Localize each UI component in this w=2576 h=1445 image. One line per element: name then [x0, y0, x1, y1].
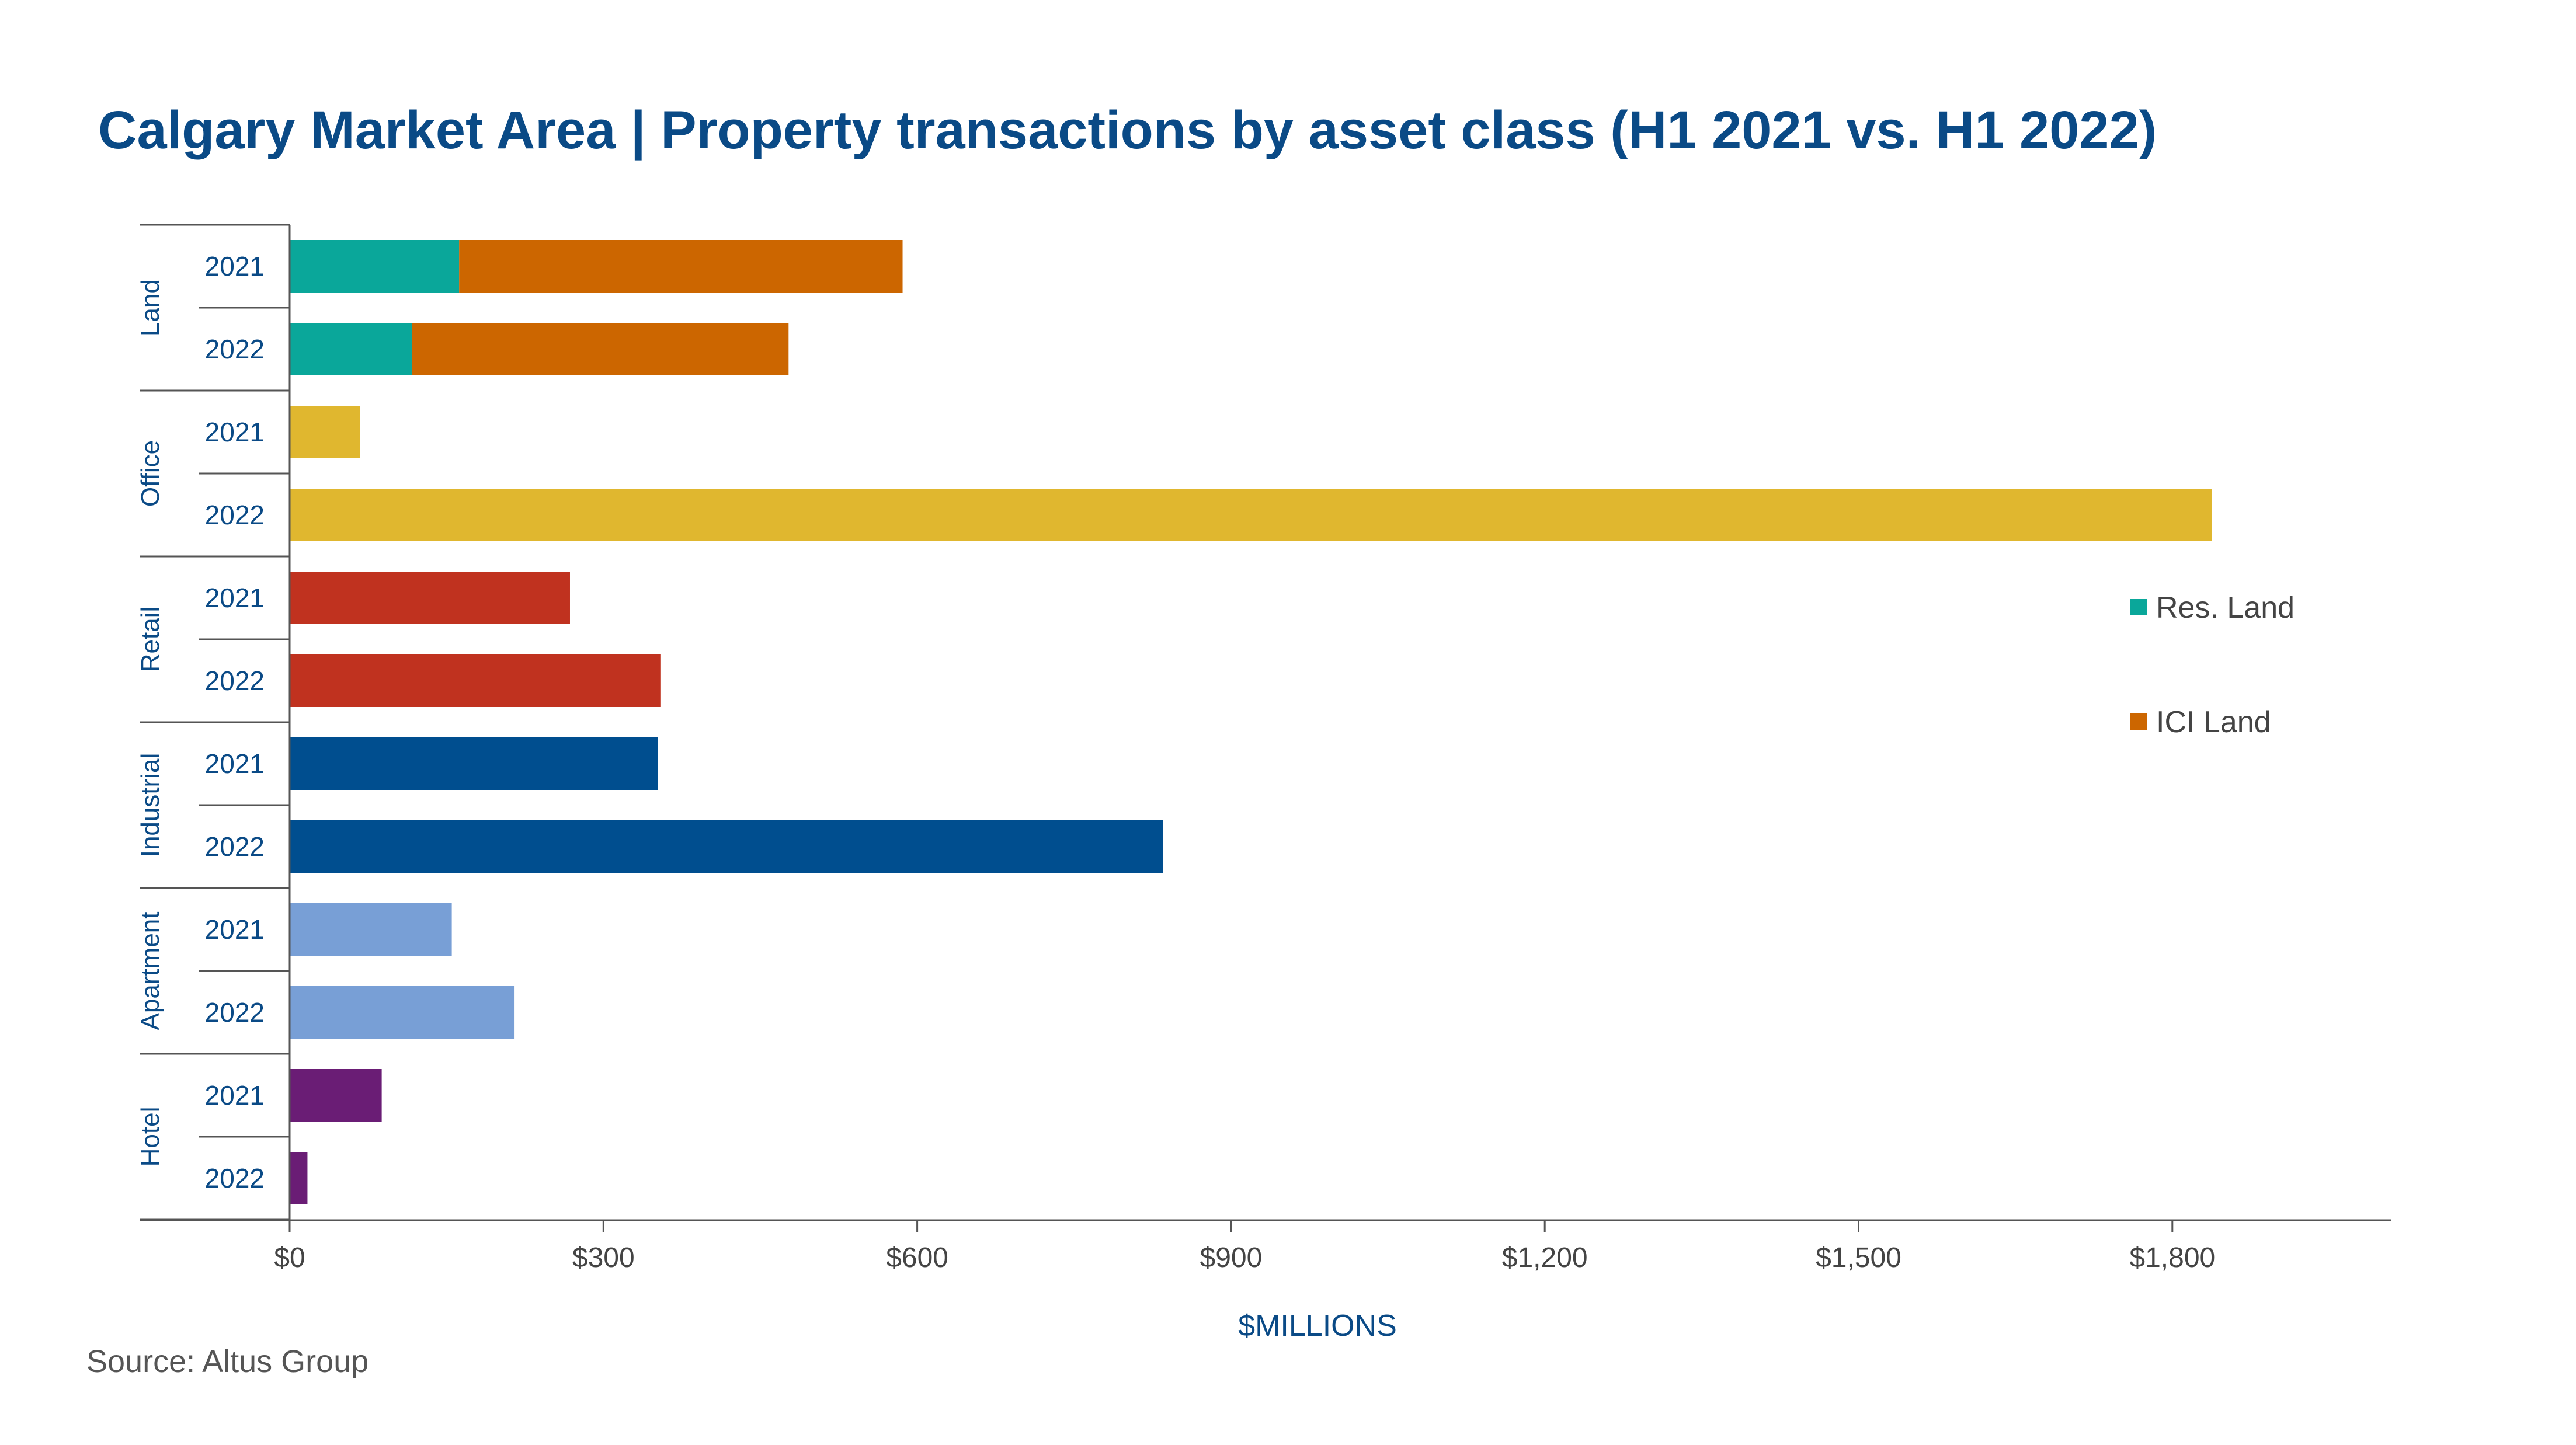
bar-apartment-2022-apartment — [290, 986, 515, 1039]
year-label-land-2021: 2021 — [205, 251, 265, 281]
bar-apartment-2021-apartment — [290, 903, 452, 956]
bar-land-2022-res-land — [290, 323, 412, 375]
bar-land-2021-ici-land — [459, 240, 903, 293]
group-label-industrial: Industrial — [136, 753, 165, 858]
x-tick-label: $0 — [274, 1242, 305, 1273]
x-tick-label: $300 — [572, 1242, 635, 1273]
x-tick-label: $600 — [886, 1242, 948, 1273]
year-label-apartment-2022: 2022 — [205, 997, 265, 1028]
year-label-apartment-2021: 2021 — [205, 914, 265, 945]
legend-swatch-res-land — [2130, 599, 2147, 615]
group-label-land: Land — [136, 279, 165, 336]
year-label-retail-2021: 2021 — [205, 583, 265, 613]
bar-retail-2021-retail — [290, 572, 570, 624]
year-label-land-2022: 2022 — [205, 334, 265, 364]
year-label-hotel-2022: 2022 — [205, 1163, 265, 1193]
bar-office-2021-office — [290, 406, 360, 458]
source-note: Source: Altus Group — [86, 1344, 369, 1379]
year-label-retail-2022: 2022 — [205, 666, 265, 696]
group-label-hotel: Hotel — [136, 1107, 165, 1167]
year-label-office-2021: 2021 — [205, 417, 265, 447]
x-tick-label: $1,500 — [1816, 1242, 1901, 1273]
year-label-industrial-2022: 2022 — [205, 831, 265, 862]
bar-retail-2022-retail — [290, 654, 661, 707]
bar-industrial-2021-industrial — [290, 737, 658, 790]
bar-land-2021-res-land — [290, 240, 460, 293]
x-tick-label: $1,200 — [1502, 1242, 1588, 1273]
legend-label-res-land: Res. Land — [2156, 591, 2295, 625]
legend-swatch-ici-land — [2130, 713, 2147, 730]
group-label-retail: Retail — [136, 607, 165, 673]
x-tick-label: $1,800 — [2129, 1242, 2215, 1273]
bar-office-2022-office — [290, 489, 2212, 541]
year-label-hotel-2021: 2021 — [205, 1080, 265, 1110]
group-label-office: Office — [136, 440, 165, 507]
bar-hotel-2022-hotel — [290, 1152, 308, 1204]
x-tick-label: $900 — [1200, 1242, 1263, 1273]
year-label-office-2022: 2022 — [205, 500, 265, 530]
year-label-industrial-2021: 2021 — [205, 748, 265, 779]
x-axis-label: $MILLIONS — [1238, 1309, 1397, 1343]
bar-hotel-2021-hotel — [290, 1069, 382, 1122]
legend-label-ici-land: ICI Land — [2156, 705, 2271, 739]
bar-land-2022-ici-land — [412, 323, 789, 375]
bar-industrial-2022-industrial — [290, 820, 1163, 873]
group-label-apartment: Apartment — [136, 912, 165, 1030]
chart-title: Calgary Market Area | Property transacti… — [98, 100, 2157, 161]
